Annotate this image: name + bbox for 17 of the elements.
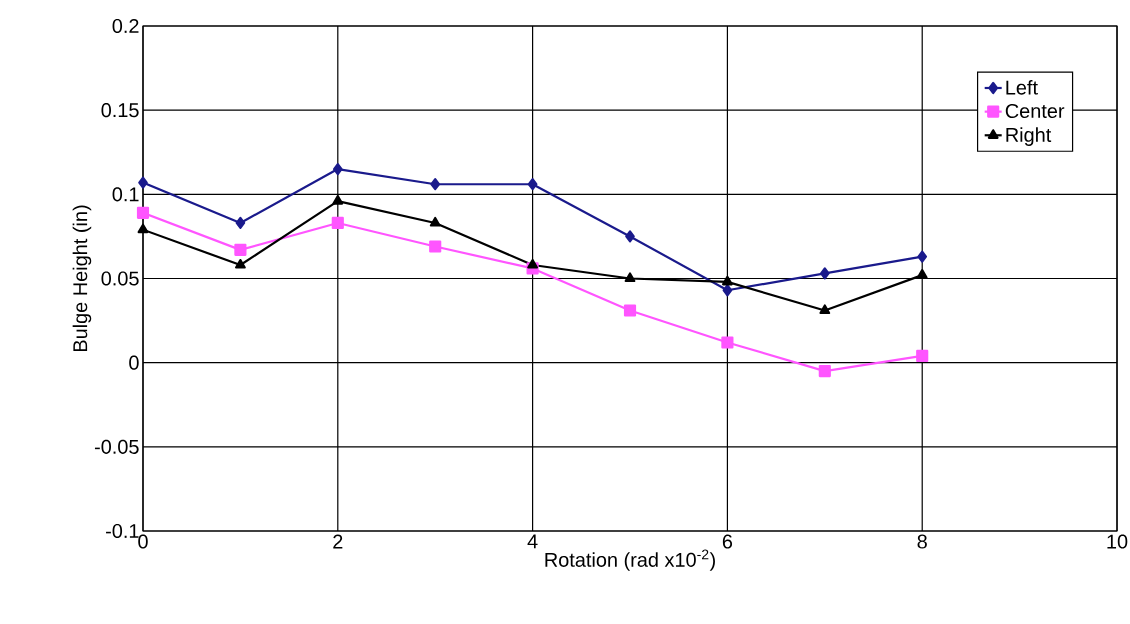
x-tick-label: 4 <box>527 534 538 549</box>
y-tick-label: 0.05 <box>101 271 139 286</box>
y-tick-label: 0 <box>129 355 139 370</box>
legend-label: Center <box>1005 103 1065 119</box>
x-tick-label: 10 <box>1107 534 1128 549</box>
x-tick-label: 6 <box>722 534 733 549</box>
y-tick-label: 0.2 <box>112 18 139 34</box>
y-tick-label: 0.15 <box>101 103 139 118</box>
x-tick-label: 2 <box>333 534 343 549</box>
y-tick-label: -0.05 <box>94 439 139 454</box>
legend-label: Left <box>1006 80 1038 95</box>
y-tick-label: -0.1 <box>106 523 139 539</box>
legend-label: Right <box>1006 127 1052 146</box>
y-tick-label: 0.1 <box>112 187 139 202</box>
y-axis-title: Bulge Height (in) <box>72 205 92 352</box>
x-tick-label: 8 <box>917 534 927 549</box>
x-axis-title: Rotation (rad x10$^{-2}$) <box>545 549 715 571</box>
